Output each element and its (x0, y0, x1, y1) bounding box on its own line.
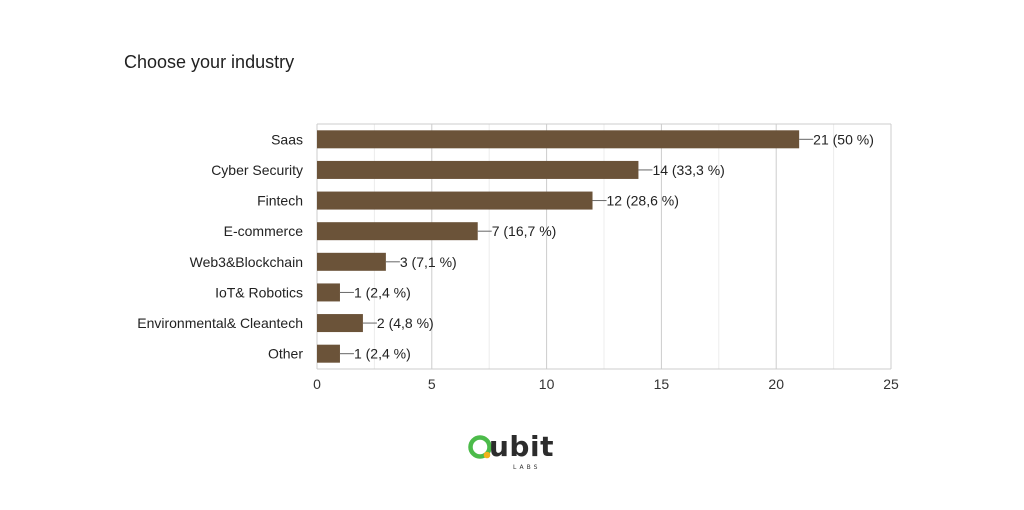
bar (317, 314, 363, 333)
bar (317, 191, 593, 210)
category-label: Fintech (257, 193, 303, 209)
x-tick-label: 15 (654, 376, 670, 392)
data-label: 12 (28,6 %) (607, 193, 679, 209)
category-labels: Saas Cyber Security Fintech E-commerce Web3&… (137, 131, 303, 361)
qubit-labs-logo: ubit LABS (468, 430, 558, 476)
data-label: 1 (2,4 %) (354, 284, 411, 300)
category-label: Other (268, 346, 303, 362)
data-label: 3 (7,1 %) (400, 254, 457, 270)
logo-subtext: LABS (513, 464, 541, 471)
logo-q-icon (468, 435, 492, 459)
x-tick-label: 10 (539, 376, 555, 392)
bar (317, 130, 800, 149)
data-label: 1 (2,4 %) (354, 346, 411, 362)
category-label: Cyber Security (211, 162, 303, 178)
value-labels: 21 (50 %) 14 (33,3 %) 12 (28,6 %) 7 (16,7 %… (339, 131, 874, 362)
bars (317, 130, 800, 363)
data-label: 7 (16,7 %) (492, 223, 557, 239)
category-label: Environmental& Cleantech (137, 315, 303, 331)
bar (317, 344, 340, 363)
x-tick-label: 5 (428, 376, 436, 392)
grid-lines (316, 123, 892, 370)
category-label: E-commerce (224, 223, 304, 239)
logo-word: ubit (489, 430, 554, 463)
bar (317, 283, 340, 302)
bar (317, 160, 639, 179)
x-axis-ticks: 0 5 10 15 20 25 (313, 376, 899, 392)
data-label: 2 (4,8 %) (377, 315, 434, 331)
category-label: IoT& Robotics (215, 284, 303, 300)
x-tick-label: 20 (768, 376, 784, 392)
category-label: Web3&Blockchain (190, 254, 303, 270)
bar (317, 222, 478, 241)
x-tick-label: 25 (883, 376, 899, 392)
chart-title: Choose your industry (124, 52, 295, 72)
data-label: 14 (33,3 %) (652, 162, 724, 178)
bar (317, 252, 386, 271)
data-label: 21 (50 %) (813, 131, 874, 147)
category-label: Saas (271, 131, 303, 147)
x-tick-label: 0 (313, 376, 321, 392)
